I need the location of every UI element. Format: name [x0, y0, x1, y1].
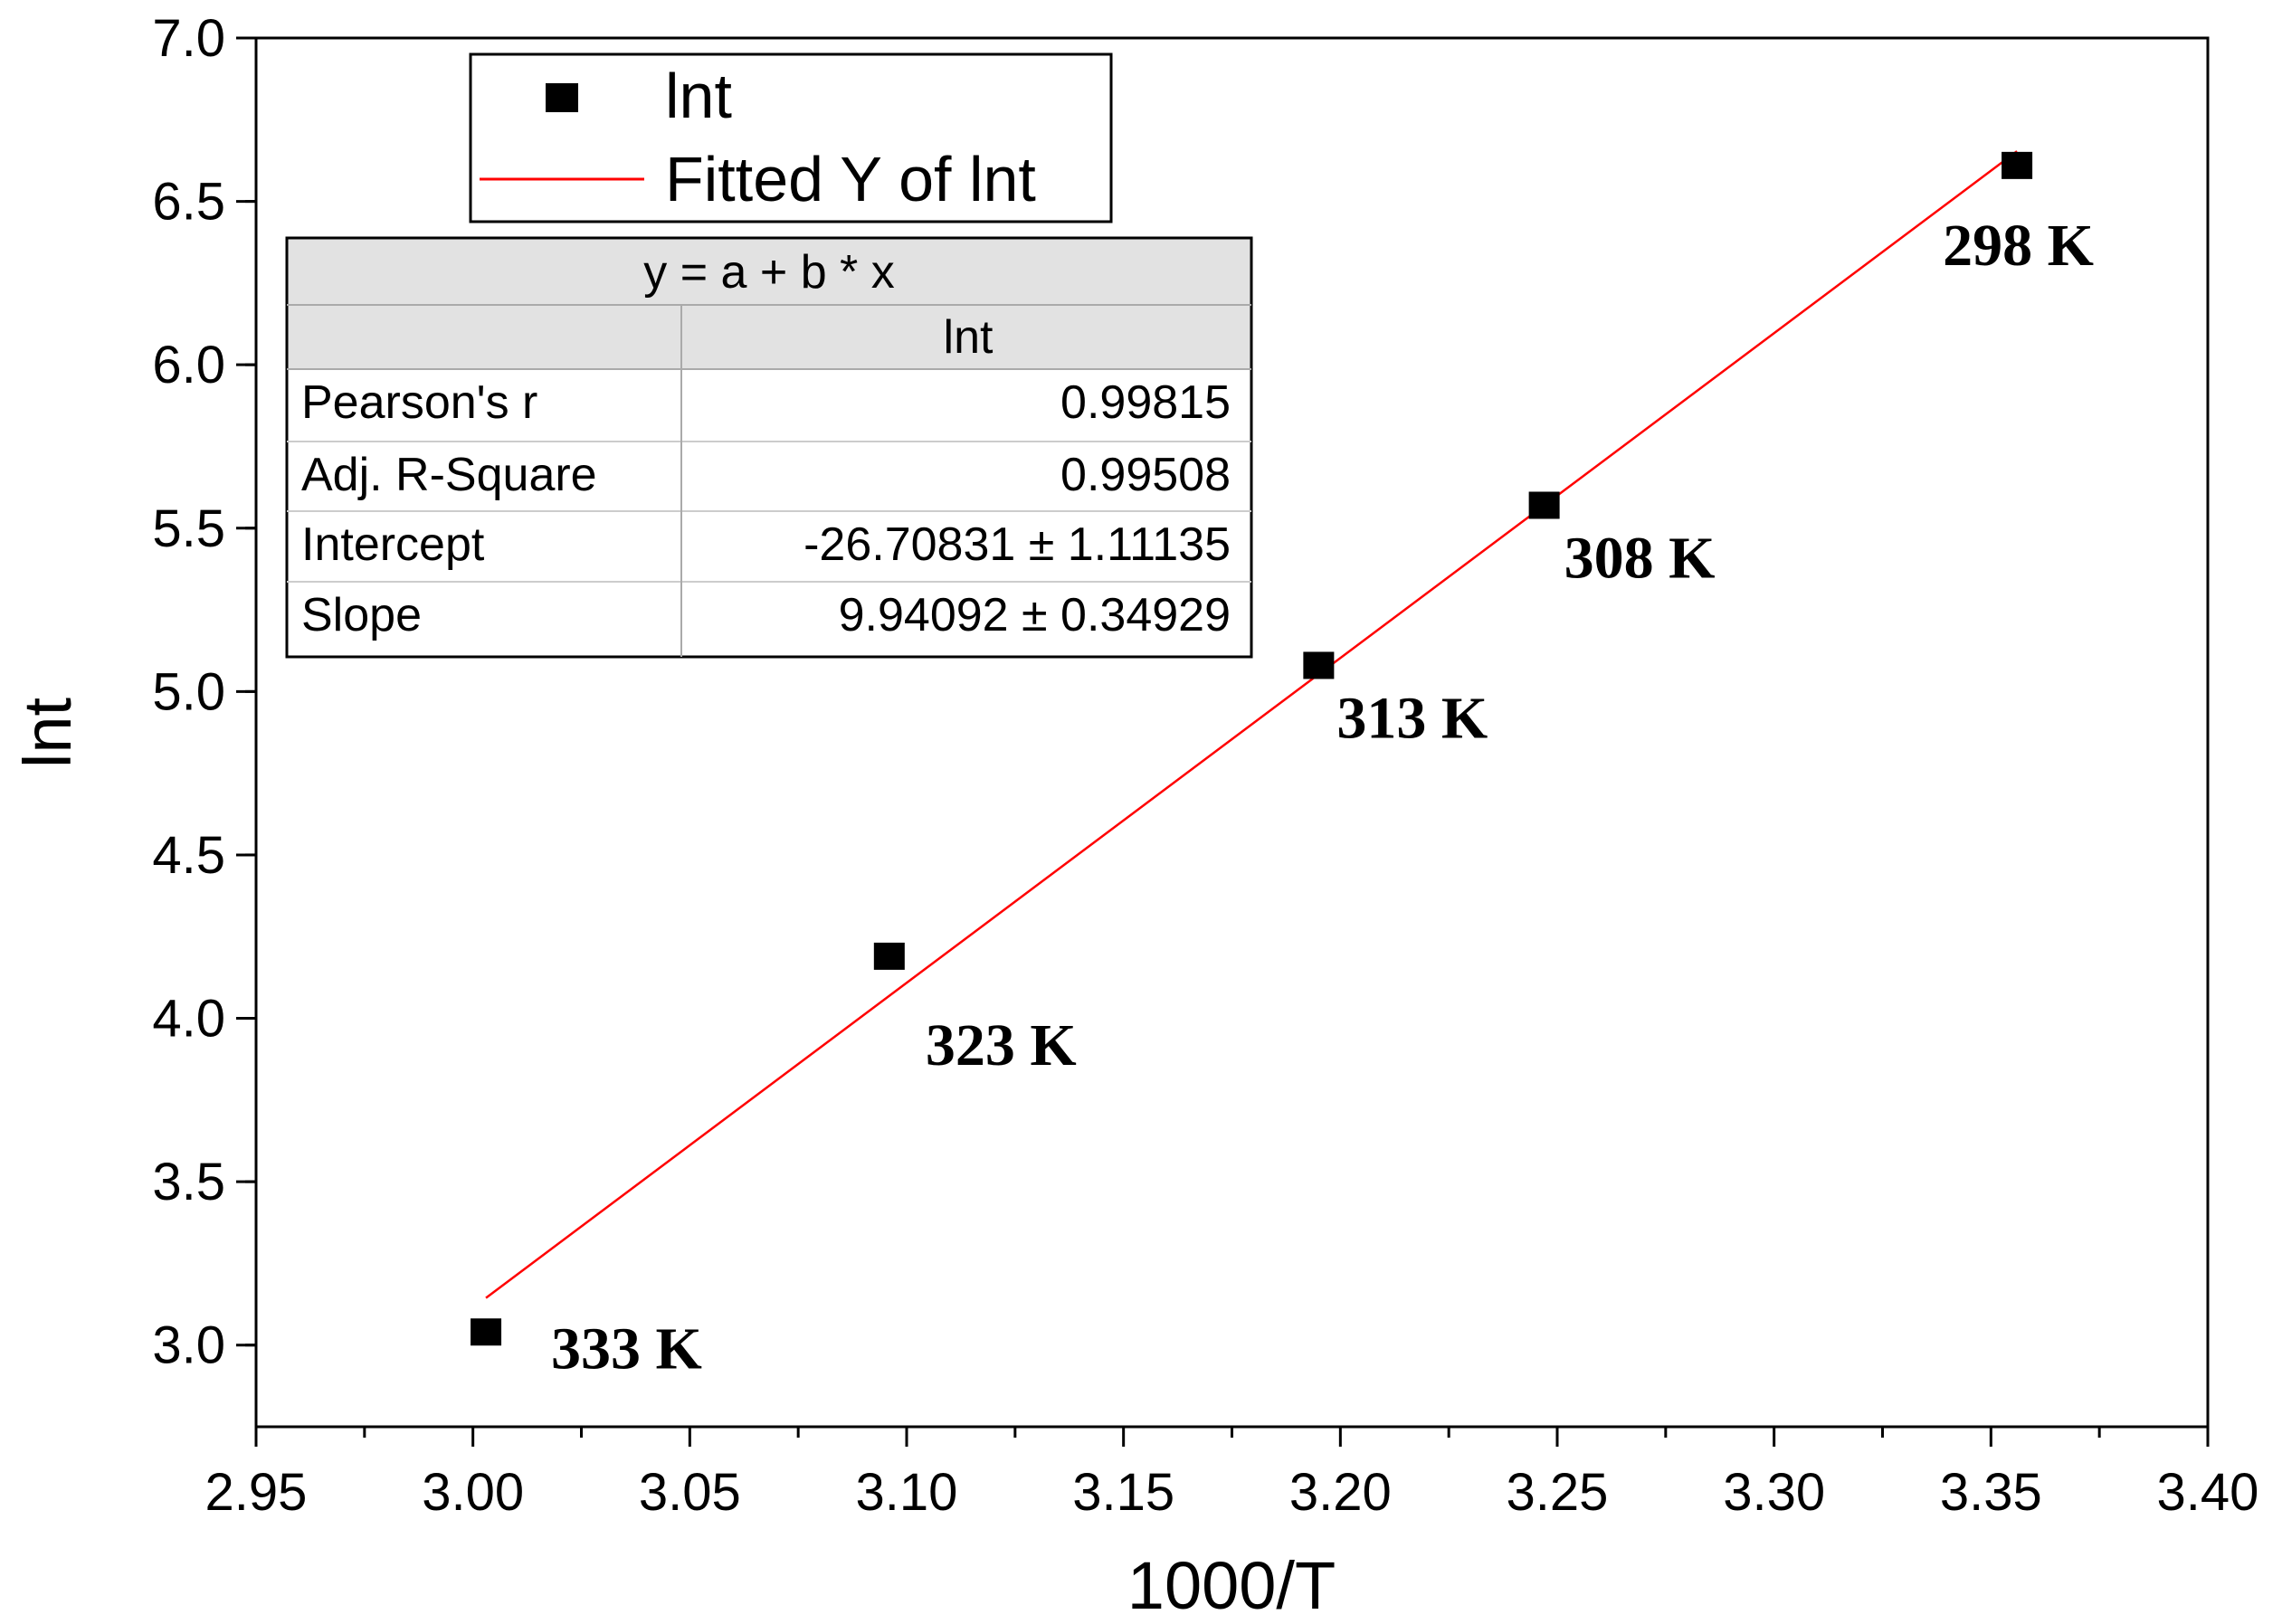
fit-table-border — [285, 236, 1253, 659]
axis-ticks — [236, 36, 2210, 1447]
x-tick-label: 3.05 — [639, 1463, 741, 1522]
point-labels: 333 K 323 K 313 K 308 K 298 K — [551, 213, 2094, 1382]
x-axis-title: 1000/T — [1127, 1548, 1336, 1623]
data-points — [471, 151, 2033, 1346]
data-point-label: 313 K — [1336, 685, 1488, 751]
data-point — [1303, 651, 1335, 679]
x-tick-label: 3.10 — [856, 1463, 958, 1522]
legend-label-fit: Fitted Y of lnt — [665, 144, 1036, 214]
y-tick-label: 7.0 — [152, 9, 225, 68]
fit-table-row-name: Pearson's r — [301, 376, 537, 429]
x-tick-label: 3.25 — [1507, 1463, 1609, 1522]
fit-table-header-bg — [287, 238, 1251, 369]
legend-label-lnt: lnt — [665, 61, 732, 131]
data-point-label: 308 K — [1564, 525, 1716, 591]
fit-table-row-name: Adj. R-Square — [301, 449, 597, 501]
y-tick-label: 6.0 — [152, 336, 225, 394]
x-tick-label: 3.40 — [2157, 1463, 2259, 1522]
fit-table-row-value: 0.99508 — [1060, 449, 1231, 501]
x-tick-label: 3.35 — [1940, 1463, 2042, 1522]
fit-table-equation: y = a + b * x — [643, 246, 895, 299]
data-point — [471, 1318, 502, 1346]
tick-labels: 2.95 3.00 3.05 3.10 3.15 3.20 3.25 3.30 3.35 3.40… — [152, 9, 2258, 1522]
fit-table-row-value: 9.94092 ± 0.34929 — [839, 589, 1231, 641]
data-point-label: 333 K — [551, 1315, 702, 1382]
y-tick-label: 4.0 — [152, 990, 225, 1049]
fit-table-body-bg — [287, 369, 1251, 657]
data-point — [873, 942, 905, 970]
fit-table-row-value: -26.70831 ± 1.11135 — [803, 518, 1231, 571]
fit-table-row-name: Intercept — [301, 518, 485, 571]
data-point — [1528, 491, 1560, 519]
y-axis-title: lnt — [10, 697, 85, 768]
data-point-label: 298 K — [1943, 213, 2094, 279]
data-point — [2002, 151, 2033, 179]
y-tick-label: 6.5 — [152, 173, 225, 232]
legend-box — [469, 52, 1113, 223]
data-point-label: 323 K — [926, 1012, 1077, 1078]
fit-table-row-name: Slope — [301, 589, 422, 641]
y-tick-label: 4.5 — [152, 826, 225, 885]
legend: lnt Fitted Y of lnt — [469, 52, 1113, 223]
fit-table: y = a + b * x lnt Pearson's r 0.99815 Ad… — [285, 236, 1253, 659]
fit-line — [485, 150, 2018, 1299]
x-tick-label: 2.95 — [205, 1463, 308, 1522]
x-tick-label: 3.15 — [1072, 1463, 1174, 1522]
y-tick-label: 5.0 — [152, 662, 225, 721]
y-tick-label: 5.5 — [152, 499, 225, 558]
x-tick-label: 3.00 — [422, 1463, 524, 1522]
legend-marker-square — [546, 83, 578, 112]
x-tick-label: 3.30 — [1723, 1463, 1825, 1522]
y-tick-label: 3.5 — [152, 1153, 225, 1211]
fit-table-column-header: lnt — [944, 311, 994, 364]
fit-table-row-value: 0.99815 — [1060, 376, 1231, 429]
x-tick-label: 3.20 — [1289, 1463, 1392, 1522]
y-tick-label: 3.0 — [152, 1316, 225, 1375]
